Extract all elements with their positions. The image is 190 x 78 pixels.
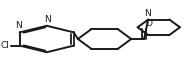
Text: Cl: Cl <box>1 41 10 50</box>
Text: O: O <box>146 19 153 28</box>
Text: N: N <box>15 21 22 30</box>
Text: N: N <box>44 15 51 24</box>
Text: N: N <box>144 9 151 18</box>
